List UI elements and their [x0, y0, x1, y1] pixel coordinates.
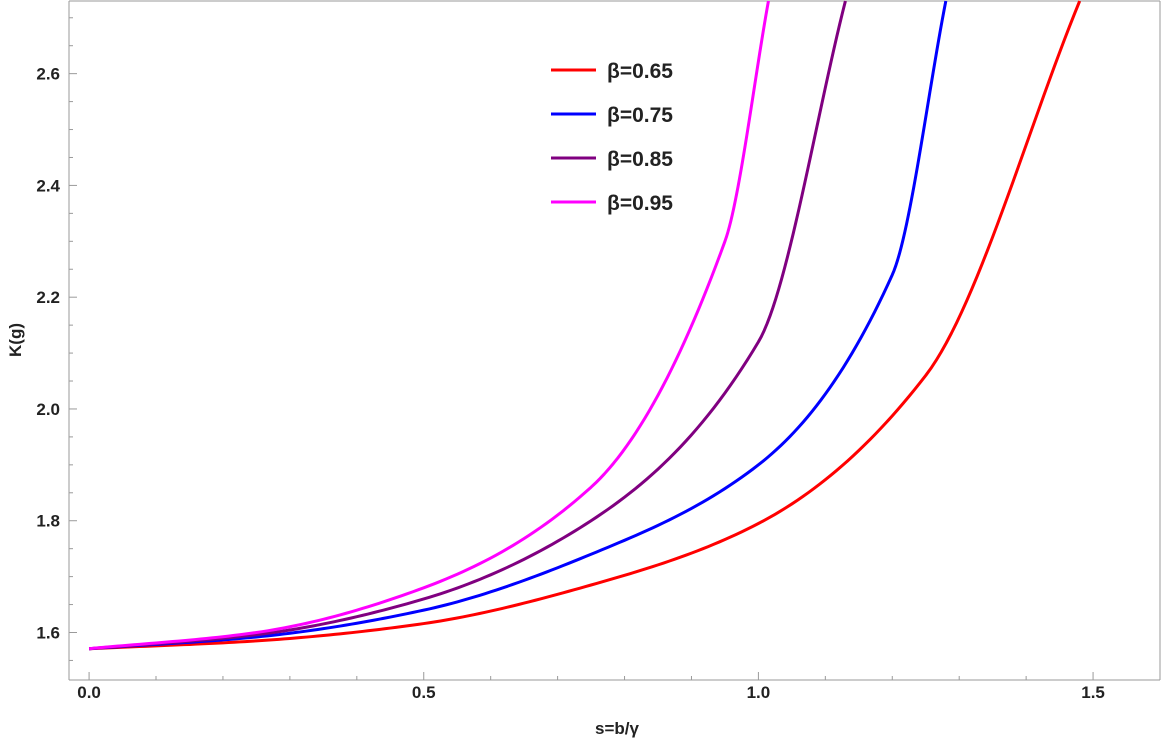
- x-tick-label: 1.5: [1081, 683, 1105, 702]
- plot-frame: [68, 0, 1161, 681]
- x-axis-ticks: 0.0 0.5 1.0 1.5: [77, 672, 1105, 702]
- legend-label: β=0.85: [607, 148, 673, 171]
- y-axis-ticks: 1.6 1.8 2.0 2.2 2.4 2.6: [36, 17, 77, 661]
- series-lines: [88, 0, 1082, 651]
- y-tick-label: 1.8: [36, 512, 60, 531]
- y-tick-label: 2.4: [36, 176, 60, 195]
- legend-label: β=0.75: [607, 104, 673, 127]
- y-tick-label: 1.6: [36, 623, 60, 642]
- y-tick-label: 2.6: [36, 65, 60, 84]
- legend-label: β=0.65: [607, 60, 673, 83]
- x-tick-label: 0.0: [77, 683, 101, 702]
- series-line-beta-0-65: [89, 0, 1082, 651]
- series-line-beta-0-75: [88, 0, 948, 651]
- legend: β=0.65 β=0.75 β=0.85 β=0.95: [551, 60, 673, 215]
- series-line-beta-0-85: [88, 0, 847, 651]
- legend-label: β=0.95: [607, 192, 673, 215]
- y-axis-title: K(g): [6, 323, 25, 357]
- y-tick-label: 2.0: [36, 400, 60, 419]
- y-tick-label: 2.2: [36, 288, 60, 307]
- x-tick-label: 0.5: [412, 683, 436, 702]
- series-line-beta-0-95: [88, 0, 770, 651]
- x-tick-label: 1.0: [747, 683, 771, 702]
- x-axis-title: s=b/γ: [595, 719, 639, 738]
